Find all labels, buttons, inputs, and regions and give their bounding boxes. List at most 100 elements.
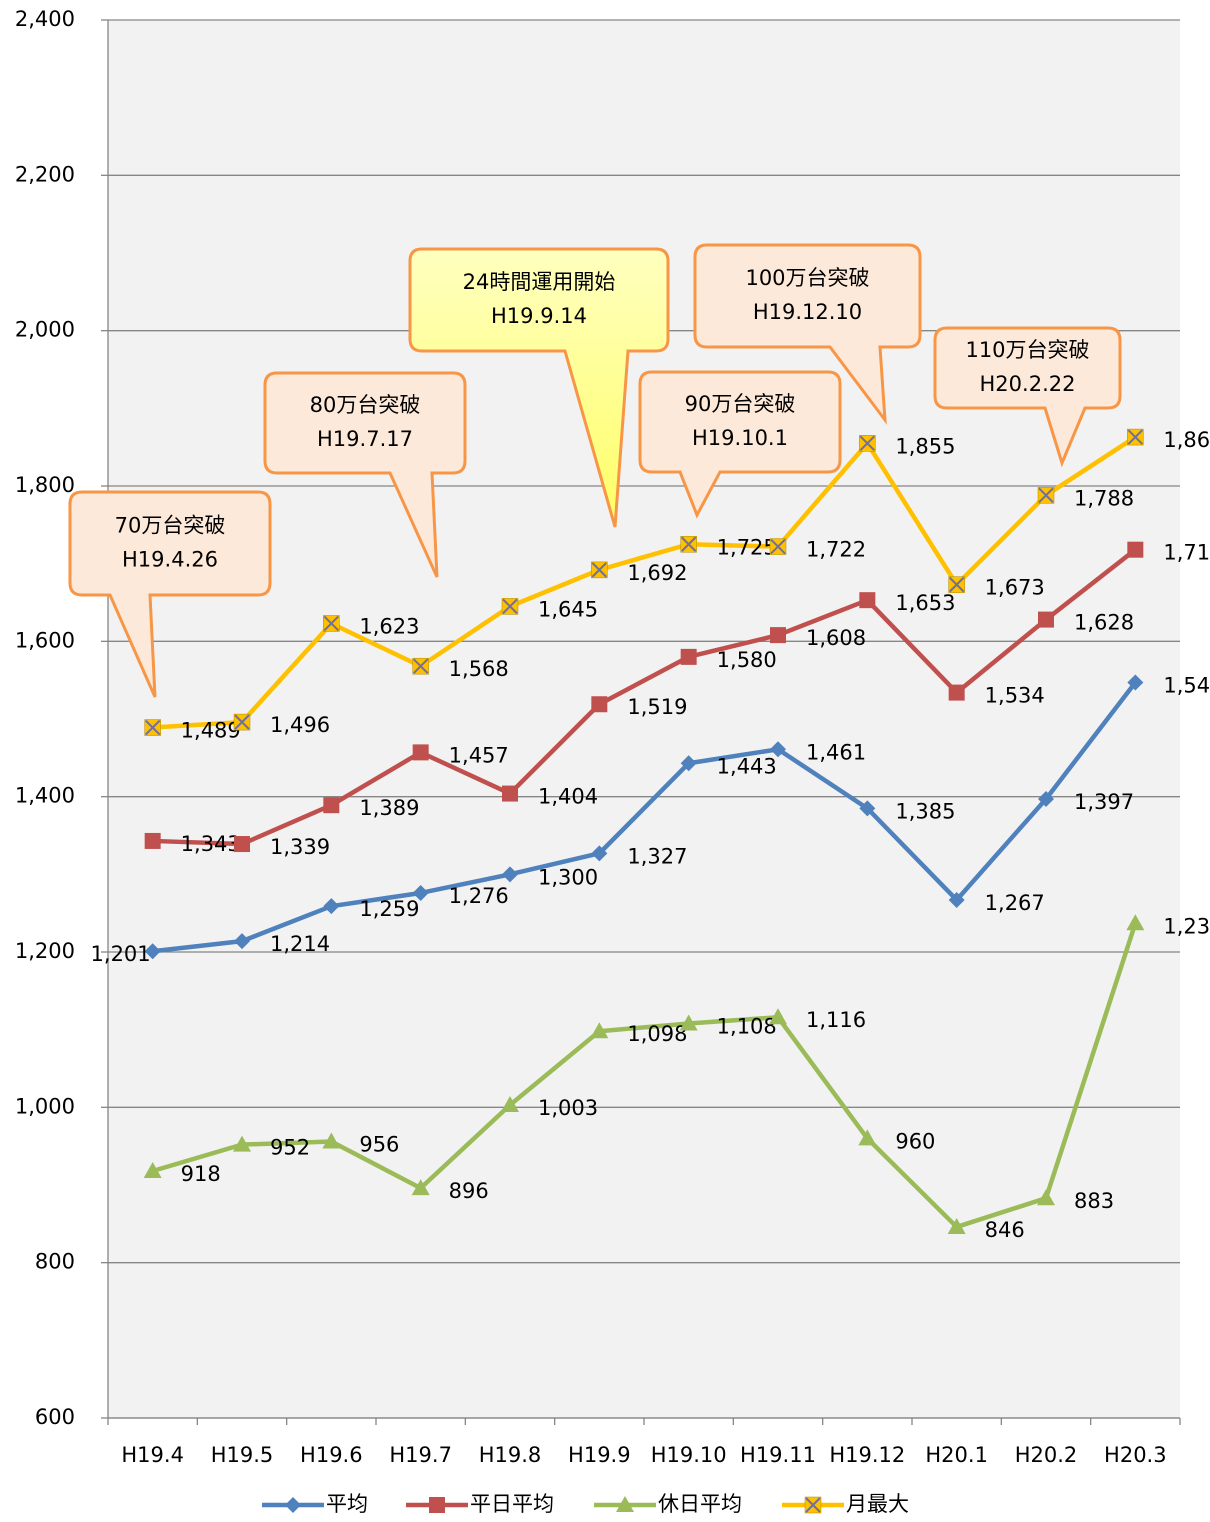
marker — [679, 1014, 698, 1031]
x-tick-label: H19.9 — [568, 1443, 631, 1467]
marker — [501, 598, 519, 615]
marker — [859, 592, 876, 609]
data-label: 1,692 — [627, 561, 687, 585]
legend-label: 月最大 — [846, 1492, 909, 1516]
x-tick-label: H19.10 — [651, 1443, 727, 1467]
data-label: 1,116 — [806, 1008, 866, 1032]
data-label: 918 — [181, 1162, 221, 1186]
marker — [948, 576, 965, 593]
marker — [233, 1135, 251, 1152]
callout-text: H19.12.10 — [753, 300, 862, 324]
x-tick-label: H19.5 — [211, 1443, 274, 1467]
y-tick-label: 2,200 — [15, 162, 75, 186]
marker-x — [502, 598, 518, 615]
marker — [859, 800, 876, 817]
marker — [412, 744, 429, 761]
marker — [323, 615, 340, 632]
marker — [1038, 790, 1054, 807]
callout-text: 80万台突破 — [310, 393, 421, 417]
data-label: 1,547 — [1163, 673, 1210, 697]
marker — [947, 1217, 966, 1234]
data-label: 1,003 — [538, 1096, 598, 1120]
callout: 70万台突破 H19.4.26 — [68, 490, 272, 698]
callout: 100万台突破 H19.12.10 — [693, 243, 922, 425]
data-label: 952 — [270, 1136, 310, 1160]
data-label: 1,673 — [985, 576, 1045, 600]
data-label: 1,489 — [181, 719, 241, 743]
x-tick-label: H19.12 — [829, 1443, 905, 1467]
callout-box — [638, 370, 842, 519]
data-label: 1,457 — [449, 743, 509, 767]
y-tick-label: 1,400 — [15, 784, 75, 808]
marker-x — [412, 658, 429, 674]
x-tick-label: H19.6 — [300, 1443, 363, 1467]
data-label: 896 — [449, 1179, 489, 1203]
y-tick-label: 800 — [35, 1250, 75, 1274]
series-line — [152, 681, 1138, 954]
marker — [1127, 428, 1144, 446]
marker-x — [323, 615, 340, 632]
data-label: 1,496 — [270, 713, 330, 737]
x-tick-label: H19.11 — [740, 1443, 816, 1467]
legend-label: 休日平均 — [658, 1492, 742, 1516]
data-label: 1,201 — [91, 942, 151, 966]
data-label: 883 — [1074, 1189, 1114, 1213]
callout-box — [693, 243, 922, 425]
marker — [804, 1496, 822, 1514]
data-label: 1,214 — [270, 932, 330, 956]
y-tick-label: 1,600 — [15, 628, 75, 652]
x-tick-label: H19.4 — [121, 1443, 184, 1467]
data-label: 1,653 — [895, 591, 955, 615]
y-tick-label: 2,400 — [15, 7, 75, 31]
x-tick-label: H20.2 — [1015, 1443, 1078, 1467]
marker — [1127, 541, 1144, 558]
callout-box — [263, 371, 467, 578]
callout-text: H20.2.22 — [980, 372, 1076, 396]
marker-x — [1127, 429, 1144, 445]
callout-text: H19.10.1 — [692, 426, 788, 450]
marker — [769, 1008, 787, 1025]
marker-x — [680, 536, 697, 552]
marker — [680, 755, 697, 772]
data-label: 1,389 — [359, 796, 419, 820]
data-label: 1,534 — [985, 684, 1045, 708]
callout-text: 100万台突破 — [745, 266, 869, 290]
marker — [858, 1129, 877, 1146]
series-line — [152, 435, 1137, 730]
marker — [322, 1132, 341, 1149]
data-label: 1,098 — [627, 1022, 687, 1046]
series-line — [152, 547, 1137, 847]
marker — [948, 891, 965, 908]
callout-text: 70万台突破 — [115, 514, 226, 538]
data-label: 1,863 — [1163, 428, 1210, 452]
marker — [680, 536, 697, 553]
data-label: 1,718 — [1163, 541, 1210, 565]
series-line — [152, 922, 1138, 1230]
callout-text: H19.4.26 — [122, 548, 218, 572]
marker — [1126, 914, 1145, 931]
marker — [412, 884, 429, 901]
data-label: 1,645 — [538, 597, 598, 621]
marker — [1038, 611, 1054, 628]
marker-x — [1038, 487, 1054, 504]
callout-box — [68, 490, 272, 698]
marker — [1037, 487, 1055, 504]
data-label: 1,580 — [717, 648, 777, 672]
data-label: 1,276 — [449, 884, 509, 908]
callout-box — [933, 326, 1122, 468]
legend-label: 平日平均 — [470, 1492, 554, 1516]
data-label: 1,237 — [1163, 914, 1210, 938]
marker — [590, 1022, 609, 1039]
marker — [502, 866, 518, 883]
data-label: 1,327 — [627, 844, 687, 868]
callout: 110万台突破 H20.2.22 — [933, 326, 1122, 468]
callout: 80万台突破 H19.7.17 — [263, 371, 467, 578]
marker — [1037, 1189, 1055, 1206]
data-label: 1,628 — [1074, 611, 1134, 635]
marker-x — [859, 435, 876, 451]
data-label: 1,397 — [1074, 790, 1134, 814]
y-tick-label: 600 — [35, 1405, 75, 1429]
marker — [591, 696, 608, 713]
data-label: 1,568 — [449, 657, 509, 681]
